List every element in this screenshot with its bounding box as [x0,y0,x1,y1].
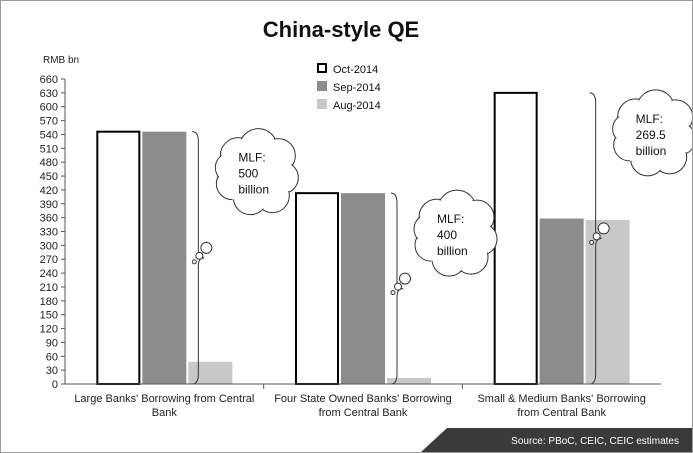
source-banner: Source: PBoC, CEIC, CEIC estimates [421,428,692,452]
legend-swatch [317,63,327,73]
legend-label: Sep-2014 [333,82,381,94]
cloud-bubble [394,282,402,291]
y-tick-label: 450 [40,171,58,183]
legend-swatch [317,99,327,109]
y-tick-label: 60 [46,351,58,363]
y-tick-label: 600 [40,102,58,114]
cloud-bubble [589,239,595,245]
y-tick-label: 330 [40,227,58,239]
cloud-bubble [597,222,610,235]
y-axis-unit: RMB bn [43,55,79,66]
bar-sep-2014 [142,131,187,384]
callout-text: MLF: 400 billion [437,212,468,258]
cloud-bubble [195,251,204,260]
cloud-bubble [399,272,411,285]
bar-aug-2014 [387,377,431,384]
brace [192,131,205,385]
cloud-bubble [390,290,396,296]
callout-text: MLF: 269.5 billion [636,112,667,158]
y-tick-label: 480 [40,157,58,169]
callout-text: MLF: 500 billion [238,151,269,197]
bar-aug-2014 [188,361,233,384]
cloud-core [629,106,678,161]
cloud-bubble [191,259,197,265]
cloud-bubble [592,232,601,241]
bar-sep-2014 [341,193,385,384]
brace [390,192,404,385]
callouts: MLF: 500 billion MLF: 400 billion MLF: 269.5 bil… [191,89,692,385]
legend-swatch [317,81,327,91]
y-tick-label: 300 [40,240,58,252]
cloud-core [232,145,281,200]
y-tick-label: 180 [40,296,58,308]
legend-label: Aug-2014 [333,100,381,112]
y-tick-label: 420 [40,185,58,197]
x-category-label: Small & Medium Banks' Borrowing from Cent… [477,393,645,419]
source-banner-bg [421,428,692,452]
y-tick-label: 360 [40,213,58,225]
y-tick-label: 510 [40,143,58,155]
y-tick-label: 120 [40,324,58,336]
y-tick-label: 540 [40,129,58,141]
bar-oct-2014 [96,130,141,385]
x-category-label: Four State Owned Banks' Borrowing from Ce… [274,393,452,419]
y-tick-label: 270 [40,254,58,266]
source-text: Source: PBoC, CEIC, CEIC estimates [511,436,679,447]
y-tick-label: 630 [40,88,58,100]
bar-sep-2014 [539,218,584,384]
x-axis: Large Banks' Borrowing from Central Bank F… [65,383,661,419]
bars [96,91,630,385]
bar-oct-2014 [493,91,538,385]
y-tick-label: 90 [46,337,58,349]
cloud-bubble [200,241,213,254]
chart-title: China-style QE [263,17,419,42]
cloud-core [431,207,479,262]
y-tick-label: 240 [40,268,58,280]
y-tick-label: 210 [40,282,58,294]
legend: Oct-2014 Sep-2014 Aug-2014 [317,63,381,112]
y-tick-label: 150 [40,310,58,322]
y-tick-label: 0 [52,379,58,391]
bar-aug-2014 [585,219,630,384]
y-tick-label: 30 [46,365,58,377]
y-tick-label: 570 [40,116,58,128]
legend-label: Oct-2014 [333,64,378,76]
x-category-label: Large Banks' Borrowing from Central Bank [74,393,254,419]
bar-oct-2014 [295,192,339,385]
y-tick-label: 390 [40,199,58,211]
y-tick-label: 660 [40,74,58,86]
